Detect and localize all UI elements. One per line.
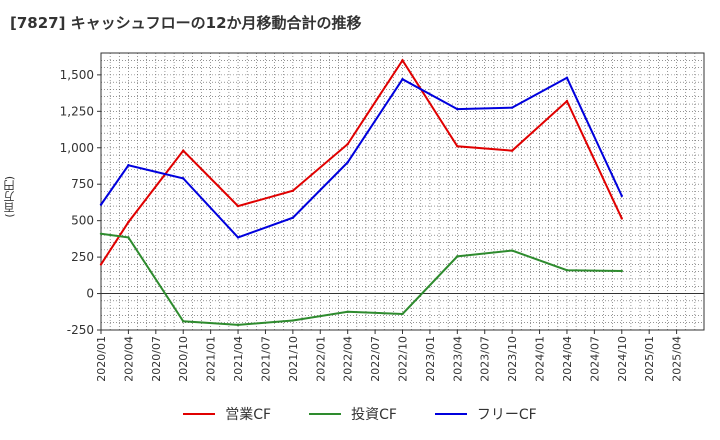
data-point-series-2 [346, 161, 349, 164]
legend-item-free-cf: フリーCF [434, 404, 537, 424]
x-tick-label: 2024/10 [616, 336, 629, 382]
data-point-series-0 [620, 217, 623, 220]
data-point-series-1 [236, 323, 240, 327]
x-tick-label: 2024/01 [534, 336, 547, 382]
y-tick-label: 250 [71, 250, 94, 264]
x-tick-label: 2021/07 [259, 336, 272, 382]
axis-layer: -250 0 250 500 750 1,000 1,250 1,500 2020/01 2020… [60, 52, 705, 382]
x-tick-label: 2024/07 [588, 336, 601, 382]
data-point-series-0 [291, 189, 295, 192]
x-tick-label: 2020/01 [95, 336, 108, 382]
x-tick-label: 2025/04 [671, 336, 684, 382]
series-layer [99, 58, 623, 327]
data-point-series-0 [236, 204, 240, 208]
data-point-series-0 [99, 263, 103, 266]
x-tick-label: 2022/04 [342, 336, 355, 382]
data-point-series-1 [401, 312, 404, 316]
x-tick-label: 2023/01 [424, 336, 437, 382]
data-point-series-2 [456, 107, 459, 111]
x-tick-label: 2021/10 [287, 336, 300, 382]
data-point-series-2 [291, 216, 295, 219]
data-point-series-1 [291, 319, 295, 322]
data-point-series-2 [565, 76, 569, 79]
data-point-series-2 [236, 236, 240, 239]
x-tick-label: 2022/10 [397, 336, 410, 382]
legend-swatch-free-cf [434, 413, 467, 415]
data-point-series-0 [456, 145, 459, 148]
data-point-series-1 [182, 320, 185, 323]
x-tick-label: 2022/07 [369, 336, 382, 382]
data-point-series-1 [456, 255, 459, 258]
x-tick-label: 2020/04 [122, 336, 135, 382]
x-tick-label: 2024/04 [561, 336, 574, 382]
data-point-series-1 [99, 232, 103, 235]
chart-title: [7827] キャッシュフローの12か月移動合計の推移 [10, 14, 362, 32]
x-tick-label: 2020/07 [150, 336, 163, 382]
y-tick-label: 1,000 [60, 141, 94, 155]
data-point-series-0 [127, 220, 130, 224]
x-tick-label: 2021/01 [205, 336, 218, 382]
data-point-series-0 [182, 149, 185, 152]
data-point-series-2 [182, 177, 185, 180]
y-tick-label: 500 [71, 214, 94, 228]
data-point-series-2 [510, 106, 514, 109]
data-point-series-2 [127, 164, 130, 167]
y-tick-label: 0 [86, 287, 94, 301]
data-point-series-0 [401, 59, 404, 62]
data-point-series-0 [510, 149, 514, 152]
data-point-series-2 [99, 203, 103, 206]
y-tick-label: 750 [71, 177, 94, 191]
legend-label-investing-cf: 投資CF [351, 407, 397, 423]
data-point-series-0 [346, 142, 349, 146]
legend-label-operating-cf: 営業CF [225, 407, 272, 423]
data-point-series-0 [565, 99, 569, 103]
y-tick-label: 1,250 [60, 104, 94, 118]
legend-label-free-cf: フリーCF [476, 407, 537, 423]
legend-item-operating-cf: 営業CF [183, 404, 271, 424]
x-tick-label: 2020/10 [177, 336, 190, 382]
x-tick-label: 2021/04 [232, 336, 245, 382]
y-tick-label: 1,500 [60, 68, 94, 82]
grid-layer [101, 53, 704, 330]
x-tick-label: 2023/04 [451, 336, 464, 382]
legend-swatch-operating-cf [183, 413, 216, 415]
data-point-series-1 [346, 310, 349, 313]
x-tick-label: 2023/10 [506, 336, 519, 382]
data-point-series-1 [127, 236, 130, 239]
x-tick-label: 2022/01 [314, 336, 327, 382]
data-point-series-1 [510, 249, 514, 252]
y-tick-label: -250 [67, 323, 94, 337]
x-tick-label: 2023/07 [479, 336, 492, 382]
legend: 営業CF 投資CF フリーCF [0, 404, 720, 424]
data-point-series-2 [620, 194, 623, 198]
legend-swatch-investing-cf [309, 413, 342, 415]
data-point-series-2 [401, 78, 404, 81]
data-point-series-1 [620, 269, 623, 273]
data-point-series-1 [565, 269, 569, 272]
x-tick-label: 2025/01 [643, 336, 656, 382]
legend-item-investing-cf: 投資CF [309, 404, 397, 424]
